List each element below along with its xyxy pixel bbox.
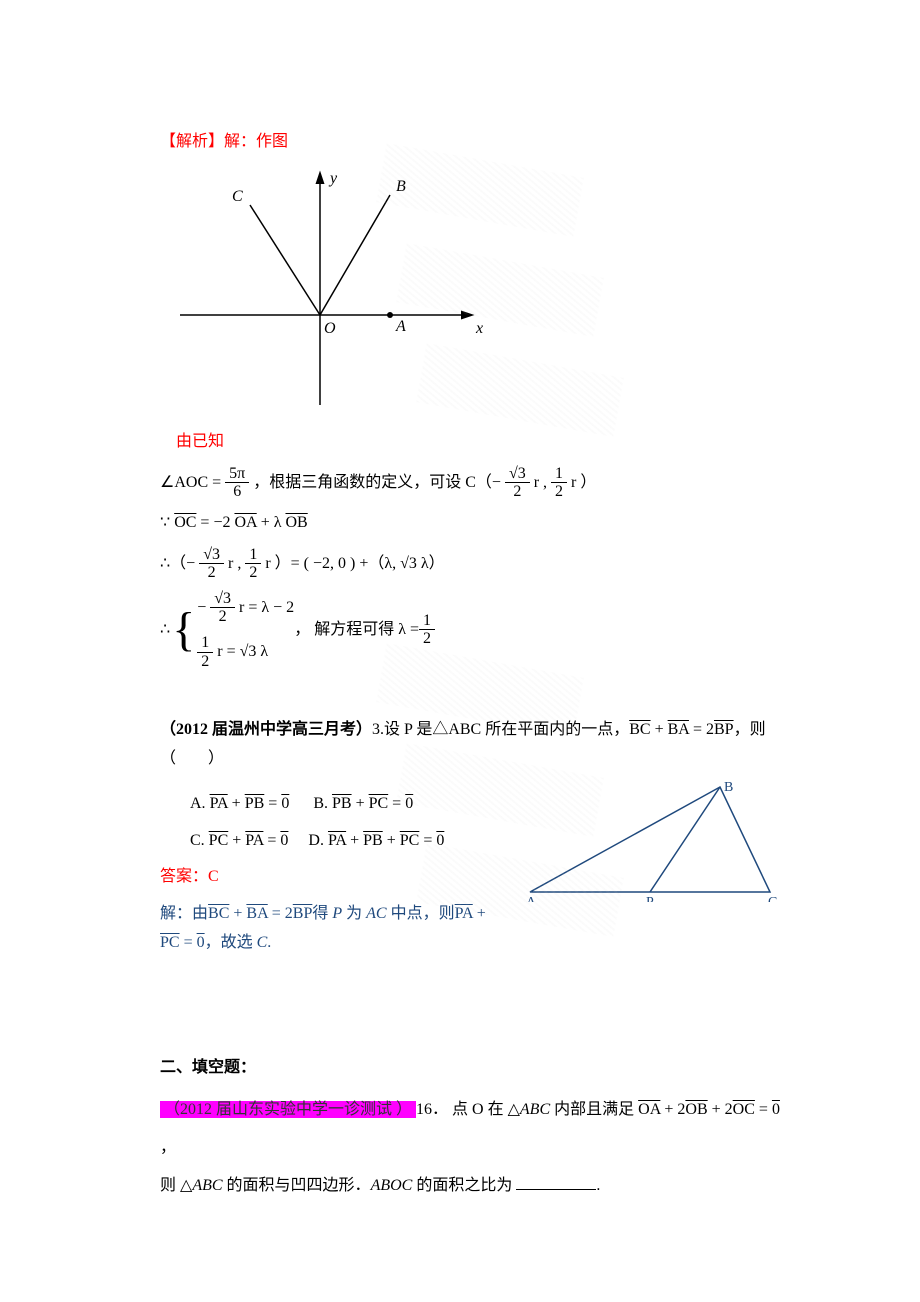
svg-text:x: x <box>475 320 483 337</box>
q2-source: （2012 届温州中学高三月考） <box>160 721 372 738</box>
coord-diagram: x y O A B C <box>160 165 780 420</box>
vector-equation: ∵ OC = −2 OA + λ OB <box>160 509 780 538</box>
angle-line: ∠AOC = 5π 6 ，根据三角函数的定义，可设 C（− √3 2 r , 1… <box>160 465 780 501</box>
q3-source-highlight: （2012 届山东实验中学一诊测试 ） <box>160 1101 416 1118</box>
svg-text:O: O <box>324 320 336 337</box>
q2-explanation: 解：由BC + BA = 2BP得 P 为 AC 中点，则PA + PC = 0… <box>160 900 500 958</box>
svg-text:A: A <box>526 895 537 902</box>
q2-triangle: A B C P <box>520 782 780 907</box>
given-line: 由已知 <box>160 428 780 457</box>
fill-blank <box>516 1175 596 1190</box>
svg-text:B: B <box>396 178 406 195</box>
svg-text:P: P <box>646 895 654 902</box>
system-solve: ∴ { − √32 r = λ − 2 12 r = √3 λ ， 解方程可得 … <box>160 590 780 670</box>
q2-number: 3. <box>372 721 384 738</box>
q2-options-row1: A. PA + PB = 0 B. PB + PC = 0 <box>190 790 500 819</box>
svg-text:A: A <box>395 318 406 335</box>
solution-header: 【解析】解：作图 <box>160 128 780 157</box>
svg-text:B: B <box>724 782 733 795</box>
svg-text:C: C <box>768 895 777 902</box>
q2-answer: 答案：C <box>160 863 500 892</box>
q3-stem: （2012 届山东实验中学一诊测试 ）16． 点 O 在 △ABC 内部且满足 … <box>160 1091 780 1206</box>
q2-stem-row: （2012 届温州中学高三月考）3.设 P 是△ABC 所在平面内的一点，BC … <box>160 716 780 774</box>
svg-text:C: C <box>232 188 243 205</box>
coord-equation: ∴（− √3 2 r , 1 2 r ）= ( −2, 0 ) +（λ, √3 … <box>160 546 780 582</box>
q2-options-row2: C. PC + PA = 0 D. PA + PB + PC = 0 <box>190 827 500 856</box>
q2-body: A. PA + PB = 0 B. PB + PC = 0 C. PC + PA… <box>160 782 780 966</box>
q3-number: 16． <box>416 1101 448 1118</box>
svg-text:y: y <box>328 170 338 187</box>
given-prefix: 由已知 <box>176 433 224 450</box>
fill-section-title: 二、填空题： <box>160 1054 780 1083</box>
page: 【解析】解：作图 x y O A B C 由已知 ∠AOC = 5π 6 ，根据三角函数的… <box>0 0 920 1302</box>
